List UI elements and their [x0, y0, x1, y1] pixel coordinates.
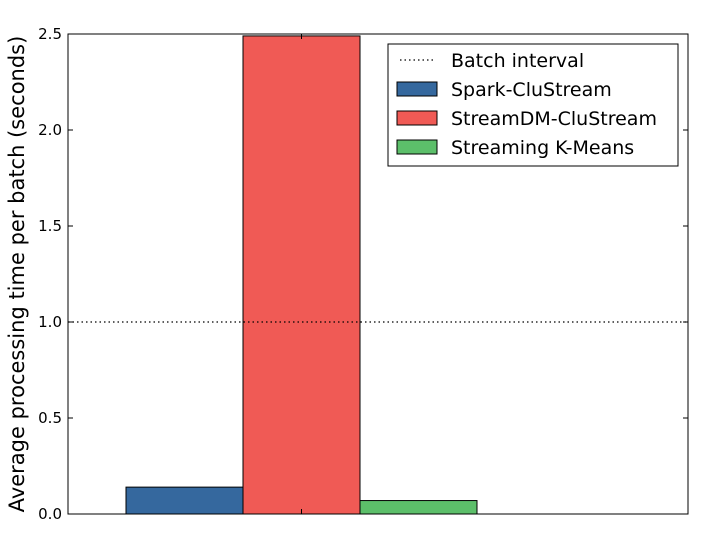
plot-frame	[67, 33, 689, 515]
legend-swatch-streamdm-clustream	[396, 110, 438, 126]
legend-label: Spark-CluStream	[451, 79, 612, 101]
legend-label: Streaming K-Means	[451, 137, 634, 159]
y-tick-label: 0.5	[38, 409, 62, 427]
y-tick-label: 2.5	[38, 25, 62, 43]
y-tick-label: 1.0	[38, 313, 62, 331]
bar-streaming-k-means	[359, 500, 478, 515]
y-axis-label: Average processing time per batch (secon…	[5, 36, 29, 513]
bar-spark-clustream	[125, 486, 244, 515]
bar-streamdm-clustream	[242, 35, 361, 515]
legend: Batch interval Spark-CluStream StreamDM-Cl…	[387, 43, 679, 167]
legend-label: Batch interval	[451, 50, 584, 72]
legend-swatch-spark-clustream	[396, 81, 438, 97]
y-tick-label: 2.0	[38, 121, 62, 139]
y-axis-ticks: 0.0 0.5 1.0 1.5 2.0 2.5	[38, 25, 688, 523]
y-tick-label: 0.0	[38, 505, 62, 523]
y-tick-label: 1.5	[38, 217, 62, 235]
legend-label: StreamDM-CluStream	[451, 108, 657, 130]
legend-swatch-streaming-k-means	[396, 139, 438, 155]
